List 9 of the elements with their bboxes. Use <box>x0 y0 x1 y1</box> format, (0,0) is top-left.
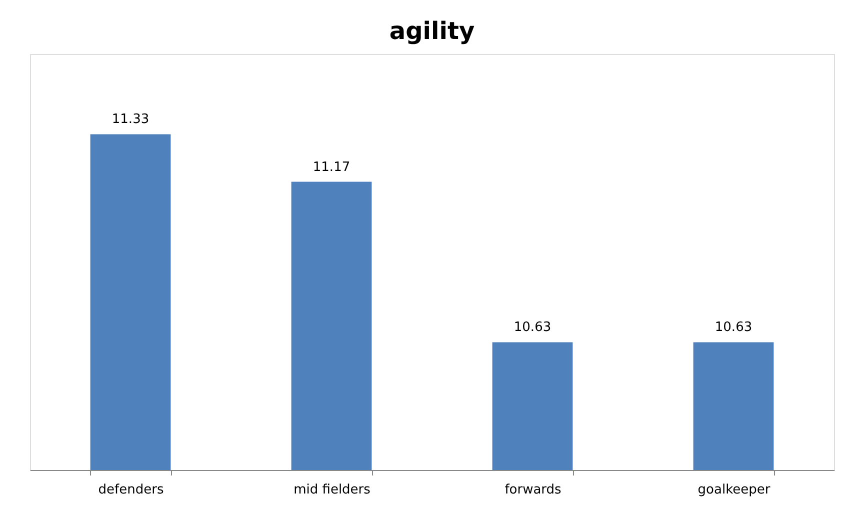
data-label: 10.63 <box>714 320 752 336</box>
x-tick-label: mid fielders <box>294 482 371 498</box>
data-label: 11.33 <box>112 112 150 128</box>
x-tick-label: goalkeeper <box>698 482 771 498</box>
data-label: 10.63 <box>514 320 552 336</box>
x-tick-label: defenders <box>98 482 164 498</box>
data-label: 11.17 <box>312 160 350 175</box>
x-tick-label: forwards <box>504 482 562 498</box>
chart-title: agility <box>389 17 475 45</box>
